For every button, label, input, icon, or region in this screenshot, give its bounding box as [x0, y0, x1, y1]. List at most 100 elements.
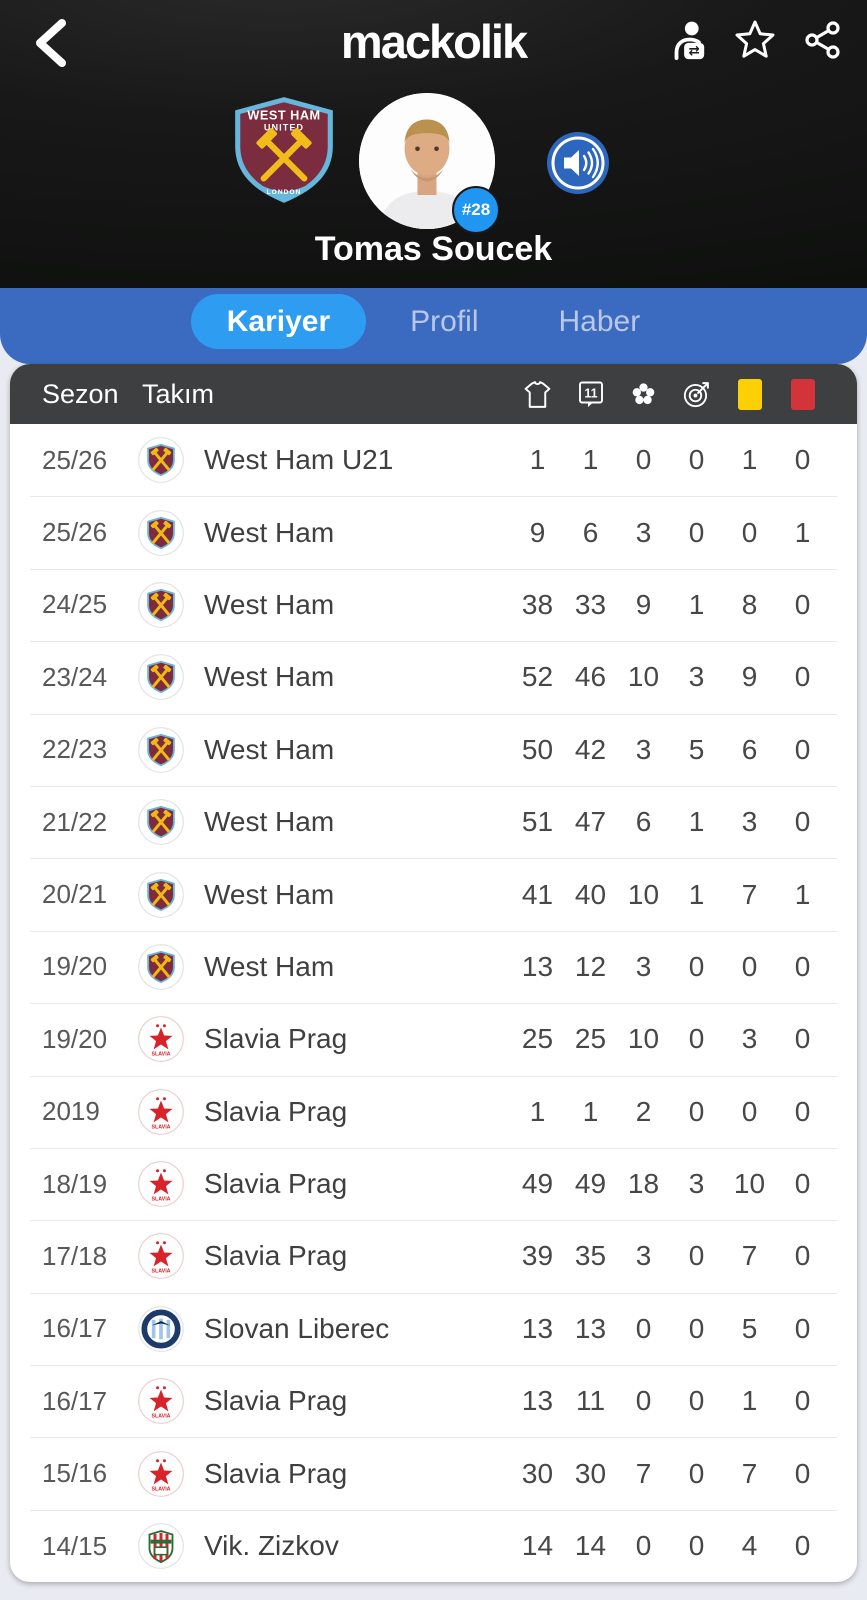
stat-value: 1: [741, 444, 758, 476]
stat-value: 3: [635, 1240, 652, 1272]
stat-value: 13: [521, 1312, 554, 1344]
stat-value: 0: [794, 1168, 811, 1200]
row-stats: 25 25 10 0 3 0: [511, 1023, 829, 1055]
back-button[interactable]: [28, 16, 72, 70]
stat-value: 10: [733, 1168, 766, 1200]
row-season: 14/15: [42, 1530, 108, 1561]
table-row[interactable]: 17/18 Slavia Prag 39 35 3 0 7 0: [10, 1220, 857, 1292]
table-row[interactable]: 2019 Slavia Prag 1 1 2 0 0 0: [10, 1075, 857, 1148]
stat-value: 0: [794, 733, 811, 765]
header-stat-icons: 11: [511, 378, 829, 410]
row-stats: 13 11 0 0 1 0: [511, 1385, 829, 1417]
stat-value: 0: [635, 1385, 652, 1417]
table-row[interactable]: 14/15 Vik. Zizkov 14 14 0 0 4 0: [10, 1509, 857, 1582]
stat-value: 12: [574, 950, 607, 982]
row-team-logo: [138, 1523, 184, 1569]
row-stats: 39 35 3 0 7 0: [511, 1240, 829, 1272]
row-stats: 13 12 3 0 0 0: [511, 951, 829, 983]
row-season: 23/24: [42, 661, 108, 692]
svg-text:⇄: ⇄: [689, 43, 700, 58]
row-season: 24/25: [42, 589, 108, 620]
stat-value: 0: [794, 1095, 811, 1127]
stat-value: 10: [627, 1023, 660, 1055]
assists-target-icon: [670, 379, 723, 410]
stat-value: 1: [794, 516, 811, 548]
stat-value: 7: [741, 878, 758, 910]
row-season: 21/22: [42, 806, 108, 837]
row-team-logo: [138, 582, 184, 628]
tab-kariyer[interactable]: Kariyer: [190, 294, 367, 349]
career-table-body: 25/26 West Ham U21 1 1 0 0 1 0 25/26 Wes…: [10, 424, 857, 1582]
stat-value: 7: [741, 1457, 758, 1489]
stat-value: 0: [688, 1240, 705, 1272]
row-team-name: Slavia Prag: [204, 1385, 348, 1417]
tab-profil[interactable]: Profil: [410, 304, 479, 338]
stat-value: 49: [521, 1168, 554, 1200]
table-row[interactable]: 19/20 Slavia Prag 25 25 10 0 3 0: [10, 1003, 857, 1075]
stat-value: 0: [688, 444, 705, 476]
stat-value: 5: [741, 1312, 758, 1344]
stat-value: 50: [521, 733, 554, 765]
row-stats: 14 14 0 0 4 0: [511, 1530, 829, 1562]
row-team-logo: [138, 799, 184, 845]
row-team-name: Slavia Prag: [204, 1240, 348, 1272]
stat-value: 13: [521, 1385, 554, 1417]
row-stats: 1 1 0 0 1 0: [511, 444, 829, 476]
speaker-button[interactable]: [546, 131, 610, 195]
stat-value: 0: [688, 1312, 705, 1344]
stat-value: 35: [574, 1240, 607, 1272]
row-team-name: Vik. Zizkov: [204, 1530, 339, 1562]
stat-value: 1: [529, 444, 546, 476]
stat-value: 0: [688, 1530, 705, 1562]
row-season: 20/21: [42, 879, 108, 910]
table-row[interactable]: 23/24 West Ham 52 46 10 3 9 0: [10, 641, 857, 713]
table-row[interactable]: 24/25 West Ham 38 33 9 1 8 0: [10, 568, 857, 641]
stat-value: 4: [741, 1530, 758, 1562]
table-row[interactable]: 25/26 West Ham 9 6 3 0 0 1: [10, 496, 857, 568]
table-row[interactable]: 16/17 Slavia Prag 13 11 0 0 1 0: [10, 1365, 857, 1437]
stat-value: 33: [574, 588, 607, 620]
share-icon[interactable]: [801, 16, 845, 64]
row-team-logo: [138, 944, 184, 990]
top-bar: mackolik ⇄: [0, 0, 867, 78]
table-row[interactable]: 15/16 Slavia Prag 30 30 7 0 7 0: [10, 1437, 857, 1509]
row-team-logo: [138, 1089, 184, 1135]
stat-value: 3: [635, 950, 652, 982]
stat-value: 14: [521, 1530, 554, 1562]
row-stats: 51 47 6 1 3 0: [511, 806, 829, 838]
stat-value: 1: [794, 878, 811, 910]
stat-value: 0: [794, 661, 811, 693]
tab-haber[interactable]: Haber: [558, 304, 641, 338]
table-row[interactable]: 20/21 West Ham 41 40 10 1 7 1: [10, 858, 857, 930]
row-season: 2019: [42, 1096, 100, 1127]
stat-value: 0: [688, 1023, 705, 1055]
row-team-name: Slavia Prag: [204, 1168, 348, 1200]
stat-value: 46: [574, 661, 607, 693]
stat-value: 25: [521, 1023, 554, 1055]
row-stats: 13 13 0 0 5 0: [511, 1313, 829, 1345]
team-crest-west-ham: WEST HAM UNITED LONDON: [225, 95, 343, 205]
row-stats: 1 1 2 0 0 0: [511, 1096, 829, 1128]
table-row[interactable]: 25/26 West Ham U21 1 1 0 0 1 0: [10, 424, 857, 496]
row-team-logo: [138, 1233, 184, 1279]
row-team-name: Slavia Prag: [204, 1023, 348, 1055]
topbar-actions: ⇄: [665, 16, 845, 64]
row-season: 25/26: [42, 517, 108, 548]
goals-ball-icon: [617, 379, 670, 410]
stat-value: 30: [574, 1457, 607, 1489]
table-row[interactable]: 19/20 West Ham 13 12 3 0 0 0: [10, 930, 857, 1003]
stat-value: 0: [794, 1240, 811, 1272]
stat-value: 3: [635, 733, 652, 765]
row-team-logo: [138, 510, 184, 556]
stat-value: 0: [635, 444, 652, 476]
stat-value: 9: [529, 516, 546, 548]
table-row[interactable]: 21/22 West Ham 51 47 6 1 3 0: [10, 785, 857, 858]
player-transfer-icon[interactable]: ⇄: [665, 16, 709, 64]
table-row[interactable]: 18/19 Slavia Prag 49 49 18 3 10 0: [10, 1147, 857, 1220]
star-icon[interactable]: [733, 16, 777, 64]
table-row[interactable]: 22/23 West Ham 50 42 3 5 6 0: [10, 713, 857, 786]
table-row[interactable]: 16/17 Slovan Liberec 13 13 0 0 5 0: [10, 1292, 857, 1365]
red-card-icon: [776, 378, 829, 410]
app-logo: mackolik: [340, 15, 528, 68]
row-team-name: West Ham: [204, 516, 335, 548]
